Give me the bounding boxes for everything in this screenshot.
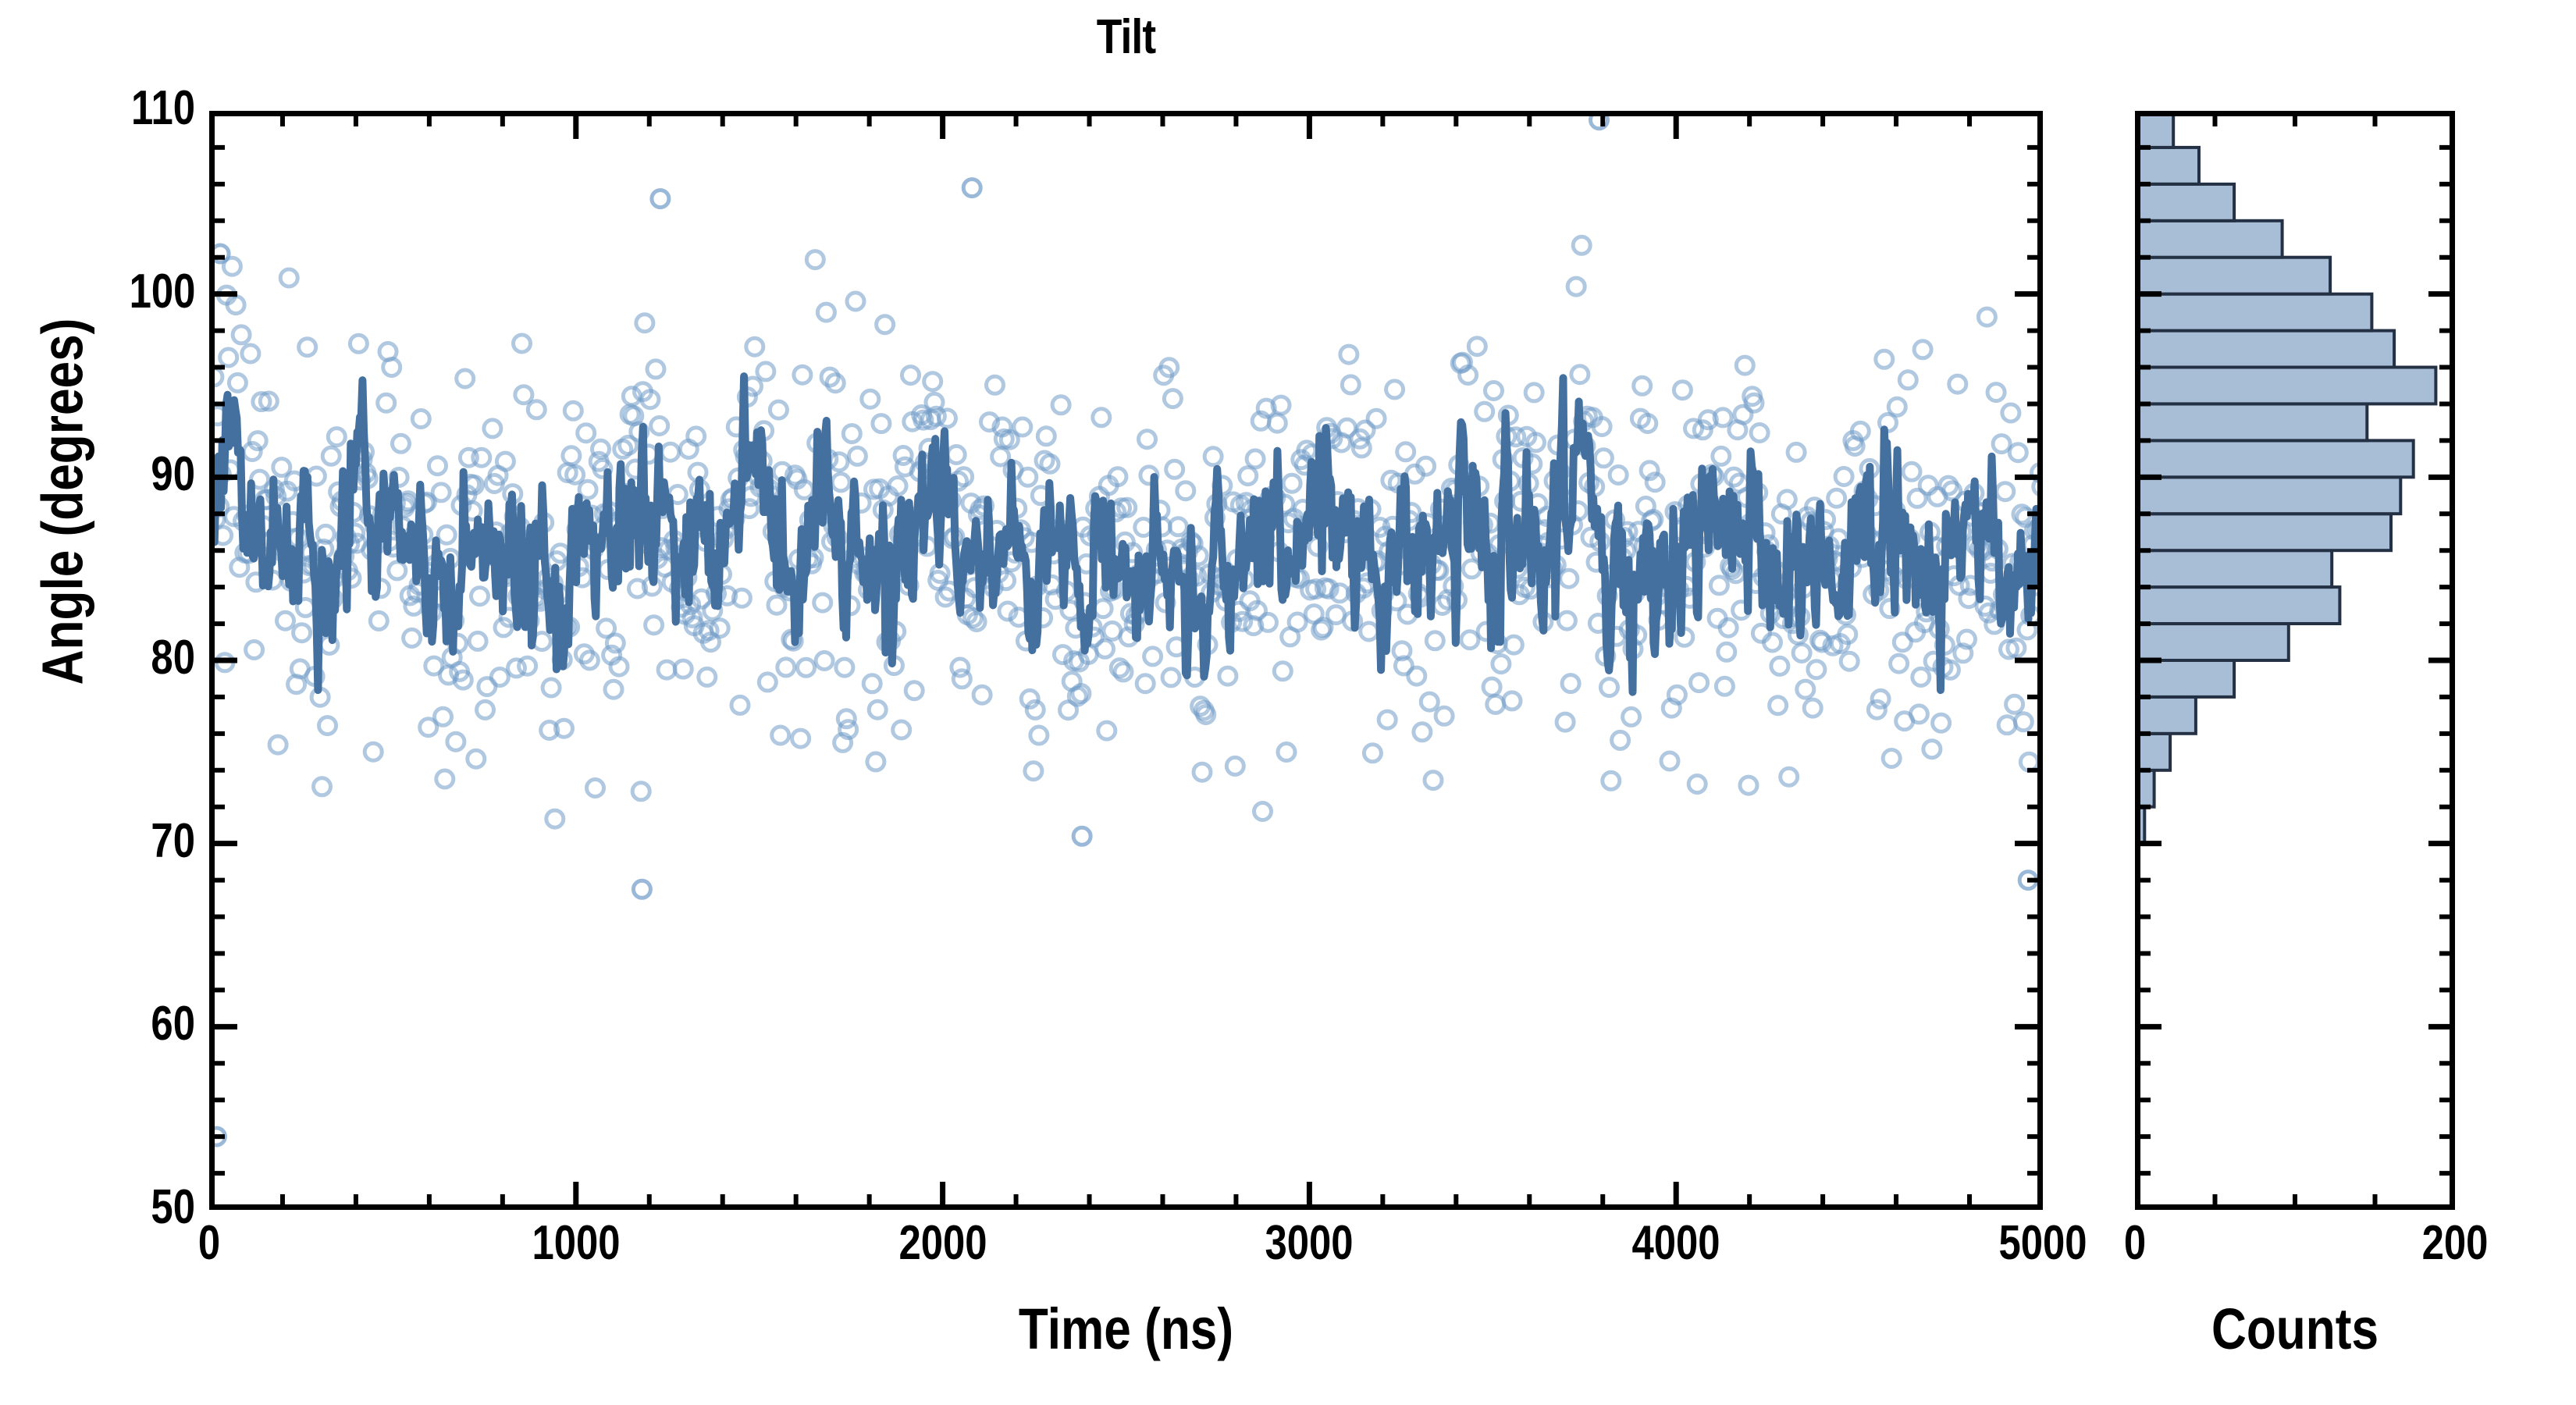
histogram-bar: [2135, 1098, 2138, 1139]
histogram-bar: [2135, 585, 2342, 625]
histogram-bar: [2135, 878, 2138, 919]
histogram-bar: [2135, 659, 2236, 699]
y-axis-label: Angle (degrees): [30, 318, 95, 685]
chart-title: Tilt: [1096, 10, 1156, 64]
scatter-plot-area: [209, 111, 2043, 1147]
histogram-bar: [2135, 145, 2201, 186]
y-tick-label: 70: [151, 813, 195, 868]
x-tick-label: 4000: [1631, 1216, 1720, 1270]
histogram-bar: [2135, 182, 2236, 222]
histogram-x-tick-label: 200: [2421, 1216, 2489, 1270]
x-tick-label: 5000: [1998, 1216, 2087, 1270]
x-tick-label: 2000: [898, 1216, 987, 1270]
y-tick-label: 90: [151, 447, 195, 502]
y-tick-label: 80: [151, 631, 195, 685]
histogram-plot-area: [2135, 111, 2438, 1139]
histogram-bar: [2135, 695, 2197, 735]
y-tick-label: 60: [151, 997, 195, 1051]
x-tick-label: 1000: [532, 1216, 621, 1270]
histogram-bar: [2135, 402, 2369, 443]
histogram-bar: [2135, 768, 2156, 809]
histogram-bar: [2135, 549, 2334, 589]
histogram-bar: [2135, 622, 2290, 662]
histogram-bar: [2135, 255, 2332, 296]
x-tick-label: 0: [197, 1216, 221, 1270]
histogram-bar: [2135, 439, 2415, 479]
histogram-bar: [2135, 219, 2284, 259]
histogram-bar: [2135, 841, 2140, 882]
running-average-line: [209, 372, 2043, 1141]
histogram-bar: [2135, 512, 2393, 553]
y-tick-label: 50: [151, 1180, 195, 1234]
histogram-bar: [2135, 475, 2403, 516]
histogram-bar: [2135, 292, 2374, 333]
scatter-panel: [209, 111, 2043, 1210]
x-axis-label: Time (ns): [1018, 1297, 1234, 1361]
histogram-bar: [2135, 731, 2172, 772]
histogram-bar: [2135, 805, 2147, 845]
histogram-x-tick-label: 0: [2123, 1216, 2147, 1270]
y-tick-label: 100: [129, 264, 195, 318]
histogram-bar: [2135, 111, 2176, 149]
histogram-x-axis-label: Counts: [2211, 1297, 2379, 1361]
y-tick-label: 110: [130, 81, 195, 135]
x-tick-label: 3000: [1265, 1216, 1354, 1270]
histogram-bar: [2135, 365, 2438, 406]
histogram-bars-group: [2135, 111, 2438, 1139]
histogram-panel: [2135, 111, 2455, 1210]
histogram-bar: [2135, 329, 2396, 369]
